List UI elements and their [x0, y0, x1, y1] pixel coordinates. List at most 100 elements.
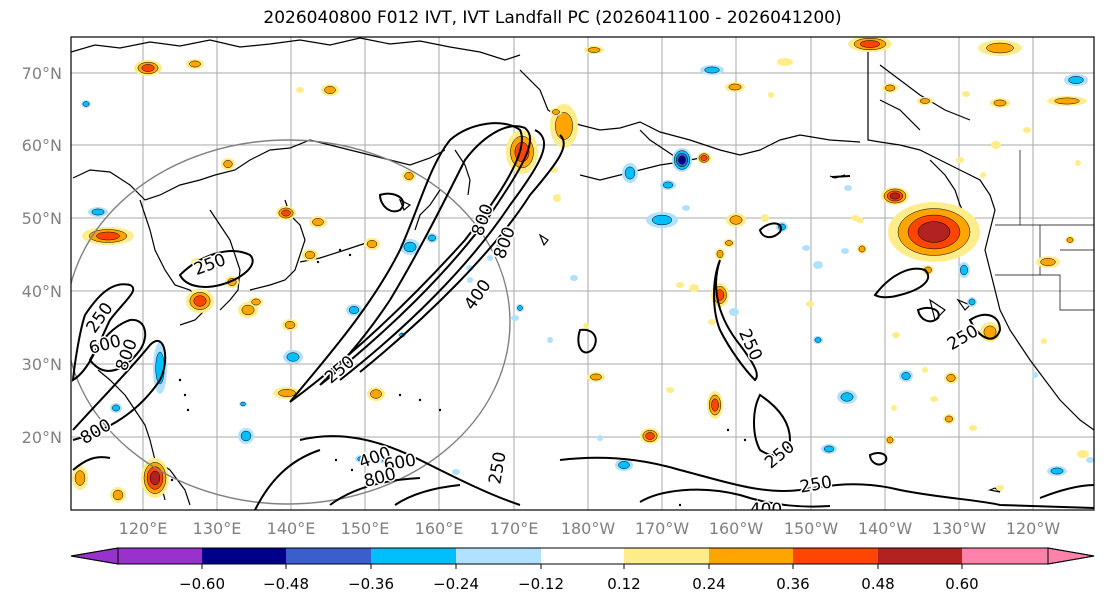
- latitude-label: 30°N: [22, 355, 62, 374]
- longitude-labels: 120°E 130°E 140°E 150°E 160°E 170°E 180°W 170°W…: [119, 519, 1061, 538]
- anomaly-patch: [956, 157, 964, 163]
- anomaly-patch: [553, 194, 561, 202]
- anomaly-patch: [814, 337, 822, 343]
- colorbar-segment: [286, 548, 371, 564]
- colorbar-segment: [878, 548, 962, 564]
- colorbar-segment: [118, 548, 202, 564]
- contour-label: 400: [750, 500, 782, 520]
- colorbar-segment: [962, 548, 1048, 564]
- anomaly-patch: [859, 40, 881, 48]
- colorbar-tick-label: 0.24: [692, 575, 725, 593]
- anomaly-patch: [452, 469, 460, 475]
- latitude-label: 60°N: [22, 136, 62, 155]
- anomaly-patch: [370, 389, 382, 399]
- colorbar-tick-label: 0.36: [776, 575, 809, 593]
- anomaly-patch: [403, 241, 417, 253]
- latitude-label: 70°N: [22, 64, 62, 83]
- anomaly-patch: [980, 172, 986, 178]
- anomaly-patch: [700, 155, 708, 161]
- anomaly-patch: [304, 251, 316, 259]
- anomaly-patch: [91, 208, 105, 216]
- anomaly-patch: [892, 332, 900, 338]
- anomaly-patch: [597, 435, 603, 441]
- anomaly-patch: [583, 323, 589, 329]
- anomaly-patch: [802, 245, 810, 251]
- anomaly-patch: [497, 242, 503, 248]
- anomaly-patch: [841, 248, 849, 254]
- anomaly-patch: [689, 284, 699, 292]
- colorbar-tick-label: 0.48: [861, 575, 894, 593]
- colorbar-segment: [793, 548, 878, 564]
- anomaly-patch: [768, 92, 774, 98]
- anomaly-patch: [962, 91, 970, 97]
- anomaly-patch: [1041, 338, 1047, 344]
- anomaly-patch: [251, 298, 261, 306]
- colorbar-segment: [709, 548, 793, 564]
- anomaly-patch: [1054, 97, 1080, 105]
- anomaly-patch: [348, 306, 360, 314]
- anomaly-patch: [112, 489, 124, 501]
- anomaly-patch: [983, 325, 997, 339]
- anomaly-patch: [96, 231, 120, 241]
- anomaly-patch: [682, 205, 690, 211]
- anomaly-patch: [296, 87, 304, 93]
- anomaly-patch: [725, 240, 733, 246]
- anomaly-patch: [945, 415, 953, 423]
- anomaly-patch: [844, 185, 852, 191]
- anomaly-patch: [886, 436, 894, 444]
- latitude-label: 20°N: [22, 428, 62, 447]
- anomaly-patch: [1077, 450, 1089, 458]
- anomaly-patch: [996, 485, 1004, 491]
- anomaly-patch: [281, 209, 291, 217]
- colorbar-tick-label: −0.60: [179, 575, 225, 593]
- anomaly-patch: [711, 398, 719, 412]
- colorbar-tick-label: −0.48: [263, 575, 309, 593]
- colorbar-tick-label: −0.36: [348, 575, 394, 593]
- anomaly-patch: [366, 240, 378, 248]
- anomaly-patch: [917, 221, 951, 243]
- anomaly-patch: [312, 218, 324, 226]
- longitude-label: 140°W: [858, 519, 913, 538]
- anomaly-patch: [891, 405, 897, 411]
- colorbar-segment: [456, 548, 541, 564]
- anomaly-patch: [851, 215, 859, 221]
- anomaly-patch: [729, 215, 743, 225]
- anomaly-patch: [587, 47, 601, 53]
- anomaly-patch: [1075, 160, 1081, 166]
- anomaly-patch: [645, 432, 655, 440]
- anomaly-patch: [858, 245, 866, 253]
- anomaly-patch: [662, 181, 674, 189]
- anomaly-patch: [223, 160, 233, 168]
- anomaly-patch: [467, 277, 473, 283]
- anomaly-patch: [946, 374, 956, 382]
- anomaly-patch: [666, 387, 674, 393]
- anomaly-patch: [618, 461, 630, 469]
- anomaly-patch: [1040, 258, 1056, 266]
- latitude-label: 40°N: [22, 282, 62, 301]
- anomaly-patch: [678, 155, 686, 165]
- ivt-anomaly-shading: [72, 37, 1094, 503]
- longitude-label: 130°W: [932, 519, 987, 538]
- political-borders: [995, 150, 1094, 311]
- anomaly-patch: [676, 282, 684, 288]
- anomaly-patch: [986, 42, 1014, 54]
- anomaly-patch: [729, 308, 739, 316]
- colorbar-segment: [202, 548, 286, 564]
- anomaly-patch: [278, 389, 296, 397]
- longitude-label: 120°W: [1006, 519, 1061, 538]
- colorbar-segment: [541, 548, 624, 564]
- anomaly-patch: [357, 456, 367, 462]
- anomaly-patch: [286, 352, 300, 362]
- anomaly-patch: [968, 298, 976, 306]
- anomaly-patch: [1066, 237, 1074, 243]
- anomaly-patch: [284, 321, 296, 329]
- longitude-label: 130°E: [193, 519, 242, 538]
- landfall-region-ellipse: [71, 139, 511, 505]
- anomaly-patch: [404, 172, 414, 180]
- colorbar-tick-label: −0.24: [433, 575, 479, 593]
- anomaly-patch: [969, 425, 977, 431]
- anomaly-patch: [241, 304, 255, 316]
- map-frame: [70, 36, 1095, 511]
- anomaly-patch: [823, 445, 835, 453]
